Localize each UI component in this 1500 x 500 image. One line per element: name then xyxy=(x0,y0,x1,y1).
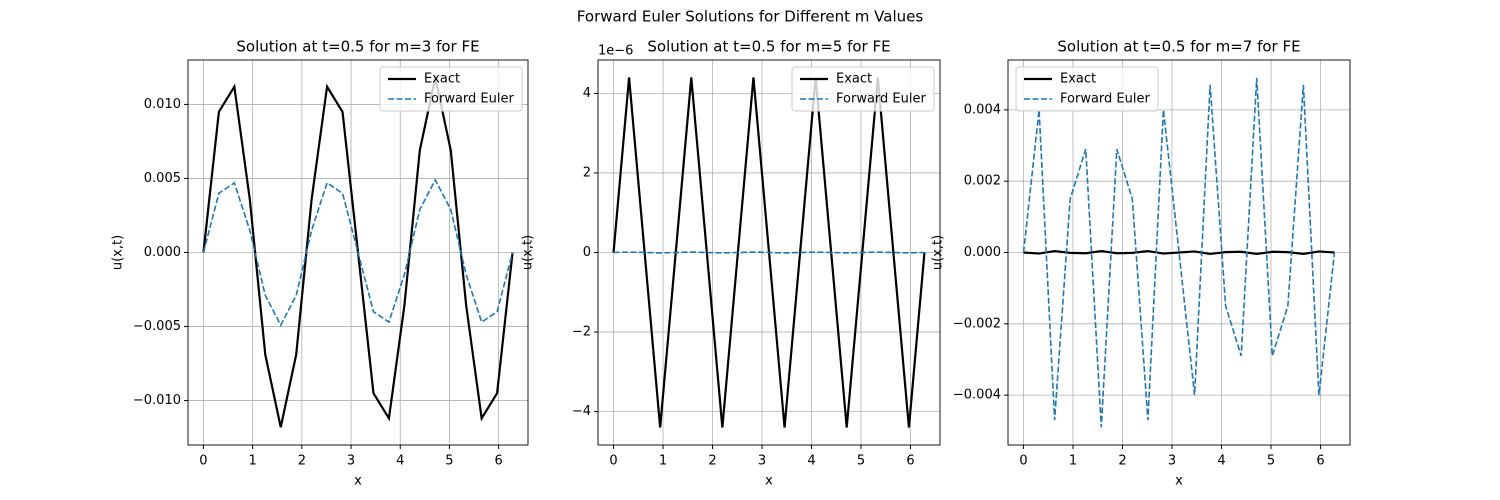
series-line xyxy=(1023,249,1335,256)
y-tick-label: 0.000 xyxy=(964,245,1001,260)
y-axis-label: u(x,t) xyxy=(111,235,126,270)
y-axis-label: u(x,t) xyxy=(931,235,946,270)
series-line xyxy=(1022,77,1336,428)
chart-title: Solution at t=0.5 for m=3 for FE xyxy=(236,38,479,56)
y-tick-label: 0.004 xyxy=(964,102,1001,117)
y-tick-label: 0.005 xyxy=(144,171,181,186)
plot-frame xyxy=(187,59,529,446)
x-axis-label: x xyxy=(1175,474,1183,489)
y-axis-label: u(x,t) xyxy=(521,235,536,270)
x-tick-label: 2 xyxy=(298,454,306,469)
y-offset-label: 1e−6 xyxy=(598,44,633,59)
x-tick-label: 4 xyxy=(1217,454,1225,469)
x-tick-label: 2 xyxy=(1118,454,1126,469)
x-tick-label: 1 xyxy=(1069,454,1077,469)
x-tick-label: 2 xyxy=(708,454,716,469)
x-tick-label: 4 xyxy=(807,454,815,469)
x-axis-label: x xyxy=(354,474,362,489)
series-line xyxy=(202,178,514,327)
legend-label: Forward Euler xyxy=(1060,92,1150,107)
y-tick-label: −0.010 xyxy=(133,393,181,408)
legend-label: Exact xyxy=(424,72,460,87)
x-tick-label: 3 xyxy=(1168,454,1176,469)
y-tick-label: 0.000 xyxy=(144,245,181,260)
x-tick-label: 5 xyxy=(445,454,453,469)
y-tick-label: −0.002 xyxy=(953,316,1001,331)
x-axis-label: x xyxy=(765,474,773,489)
legend: Exact Forward Euler xyxy=(379,66,523,112)
chart-title: Solution at t=0.5 for m=7 for FE xyxy=(1057,38,1300,56)
series-line xyxy=(613,251,925,254)
plot-frame xyxy=(1007,59,1351,446)
x-tick-label: 4 xyxy=(396,454,404,469)
chart-title: Solution at t=0.5 for m=5 for FE xyxy=(647,38,890,56)
x-tick-label: 6 xyxy=(494,454,502,469)
legend-label: Forward Euler xyxy=(836,92,926,107)
x-tick-label: 3 xyxy=(347,454,355,469)
y-tick-label: 2 xyxy=(583,165,591,180)
y-tick-label: 0.010 xyxy=(144,97,181,112)
y-tick-label: −4 xyxy=(572,404,591,419)
legend: Exact Forward Euler xyxy=(1015,66,1159,112)
x-tick-label: 0 xyxy=(609,454,617,469)
x-tick-label: 1 xyxy=(249,454,257,469)
legend: Exact Forward Euler xyxy=(791,66,935,112)
y-tick-label: 0 xyxy=(583,245,591,260)
y-tick-label: −0.005 xyxy=(133,319,181,334)
x-tick-label: 0 xyxy=(1019,454,1027,469)
y-tick-label: 0.002 xyxy=(964,174,1001,189)
x-tick-label: 6 xyxy=(906,454,914,469)
legend-label: Exact xyxy=(1060,72,1096,87)
y-tick-label: −2 xyxy=(572,325,591,340)
figure-title: Forward Euler Solutions for Different m … xyxy=(577,8,924,26)
x-tick-label: 1 xyxy=(659,454,667,469)
legend-label: Exact xyxy=(836,72,872,87)
x-tick-label: 3 xyxy=(758,454,766,469)
legend-label: Forward Euler xyxy=(424,92,514,107)
x-tick-label: 0 xyxy=(199,454,207,469)
x-tick-label: 5 xyxy=(1267,454,1275,469)
x-tick-label: 5 xyxy=(857,454,865,469)
y-tick-label: 4 xyxy=(583,86,591,101)
x-tick-label: 6 xyxy=(1316,454,1324,469)
y-tick-label: −0.004 xyxy=(953,388,1001,403)
plot-frame xyxy=(597,59,941,446)
